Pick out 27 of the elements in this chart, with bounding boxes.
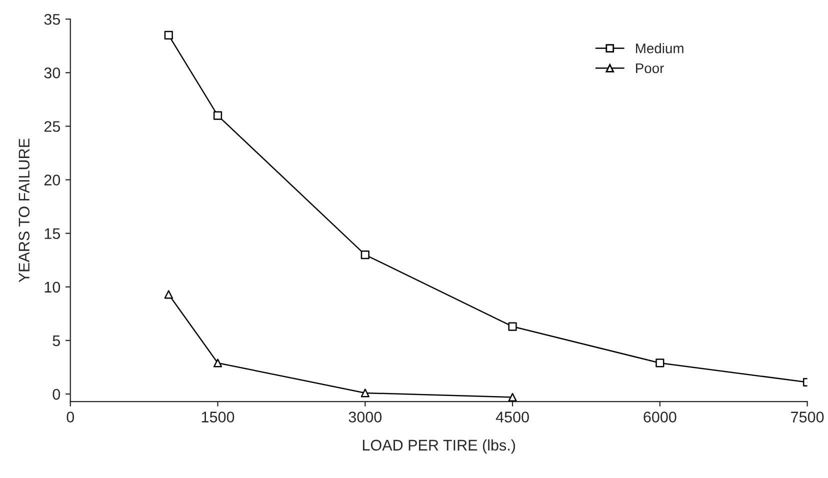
y-tick-label: 25: [44, 121, 60, 132]
point: [213, 358, 222, 368]
point: [164, 290, 173, 299]
x-tick-label: 1500: [202, 412, 234, 422]
x-axis-title: LOAD PER TIRE (lbs.): [362, 439, 516, 454]
y-tick-label: 30: [44, 68, 60, 78]
y-tick-label: 0: [52, 388, 60, 400]
point: [213, 111, 222, 120]
y-tick-label: 35: [44, 14, 60, 25]
legend-label: Medium: [636, 43, 684, 54]
x-tick-label: 3000: [348, 412, 382, 422]
y-tick-label: 10: [44, 282, 60, 293]
point: [508, 322, 517, 331]
x-tick-label: 6000: [644, 412, 676, 422]
point: [508, 392, 517, 402]
x-tick-label: 4500: [496, 412, 529, 422]
point: [656, 358, 664, 368]
x-tick-label: 7500: [791, 412, 824, 422]
y-tick-label: 15: [44, 228, 60, 240]
legend-label: Poor: [636, 63, 664, 74]
x-tick-label: 0: [66, 412, 74, 422]
point: [164, 30, 173, 40]
y-tick-label: 20: [44, 174, 60, 186]
point: [360, 250, 370, 260]
y-axis-title: YEARS TO FAILURE: [18, 138, 30, 282]
point: [360, 388, 370, 398]
y-tick-label: 5: [52, 335, 60, 346]
